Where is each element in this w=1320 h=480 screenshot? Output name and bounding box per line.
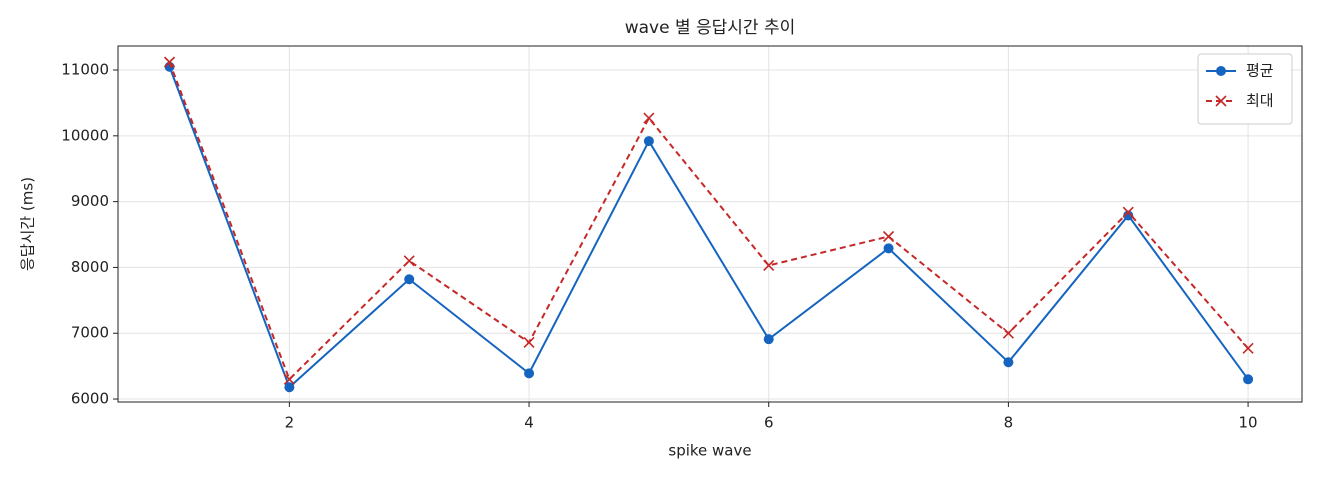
x-tick-label: 8 <box>1004 414 1014 432</box>
legend-box <box>1197 53 1293 125</box>
marker <box>404 274 415 285</box>
marker <box>643 136 654 147</box>
chart-title: wave 별 응답시간 추이 <box>625 18 796 38</box>
y-axis-label: 응답시간 (ms) <box>19 177 37 271</box>
marker <box>883 243 894 254</box>
marker <box>763 334 774 345</box>
line <box>168 61 1249 382</box>
y-tick-label: 9000 <box>71 192 109 210</box>
line <box>168 66 1249 389</box>
marker <box>763 259 775 272</box>
marker <box>1002 327 1014 339</box>
marker <box>1123 210 1134 221</box>
y-tick-label: 7000 <box>71 324 109 342</box>
marker <box>1216 66 1226 76</box>
marker <box>882 230 895 243</box>
series <box>163 56 1254 385</box>
marker <box>1243 374 1254 385</box>
y-tick-label: 10000 <box>61 126 109 144</box>
marker <box>1122 206 1134 218</box>
marker <box>283 373 295 385</box>
marker <box>1215 95 1227 107</box>
legend-label: 평균 <box>1246 62 1274 80</box>
marker <box>643 112 655 124</box>
x-tick-label: 2 <box>285 414 295 432</box>
marker <box>163 56 176 68</box>
y-tick-label: 8000 <box>71 258 109 276</box>
marker <box>284 382 295 393</box>
marker <box>524 368 535 379</box>
x-tick-label: 6 <box>764 414 774 432</box>
marker <box>403 255 415 267</box>
series <box>164 61 1254 393</box>
x-axis-label: spike wave <box>668 442 751 460</box>
x-tick-label: 10 <box>1239 414 1258 432</box>
marker <box>1242 342 1254 354</box>
plot-frame <box>117 45 1303 403</box>
marker <box>1003 357 1014 368</box>
legend-label: 최대 <box>1246 92 1274 110</box>
marker <box>523 336 535 349</box>
x-tick-label: 4 <box>524 414 534 432</box>
y-tick-label: 6000 <box>71 390 109 408</box>
y-tick-label: 11000 <box>61 61 109 79</box>
